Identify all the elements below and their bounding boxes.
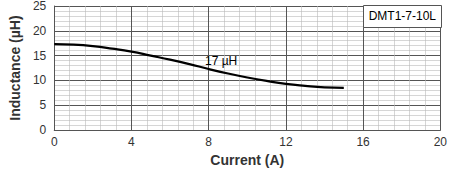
svg-text:17 µH: 17 µH bbox=[205, 54, 237, 68]
svg-text:10: 10 bbox=[33, 73, 47, 87]
svg-text:25: 25 bbox=[33, 0, 47, 13]
svg-text:4: 4 bbox=[128, 135, 135, 149]
svg-text:DMT1-7-10L: DMT1-7-10L bbox=[369, 9, 437, 23]
svg-text:5: 5 bbox=[40, 98, 47, 112]
svg-text:20: 20 bbox=[33, 24, 47, 38]
svg-text:0: 0 bbox=[40, 123, 47, 137]
svg-text:12: 12 bbox=[279, 135, 293, 149]
svg-text:16: 16 bbox=[356, 135, 370, 149]
svg-text:8: 8 bbox=[205, 135, 212, 149]
svg-text:0: 0 bbox=[51, 135, 58, 149]
svg-text:Inductance (µH): Inductance (µH) bbox=[7, 15, 23, 120]
svg-text:20: 20 bbox=[434, 135, 448, 149]
svg-text:Current (A): Current (A) bbox=[210, 152, 284, 168]
svg-text:15: 15 bbox=[33, 49, 47, 63]
